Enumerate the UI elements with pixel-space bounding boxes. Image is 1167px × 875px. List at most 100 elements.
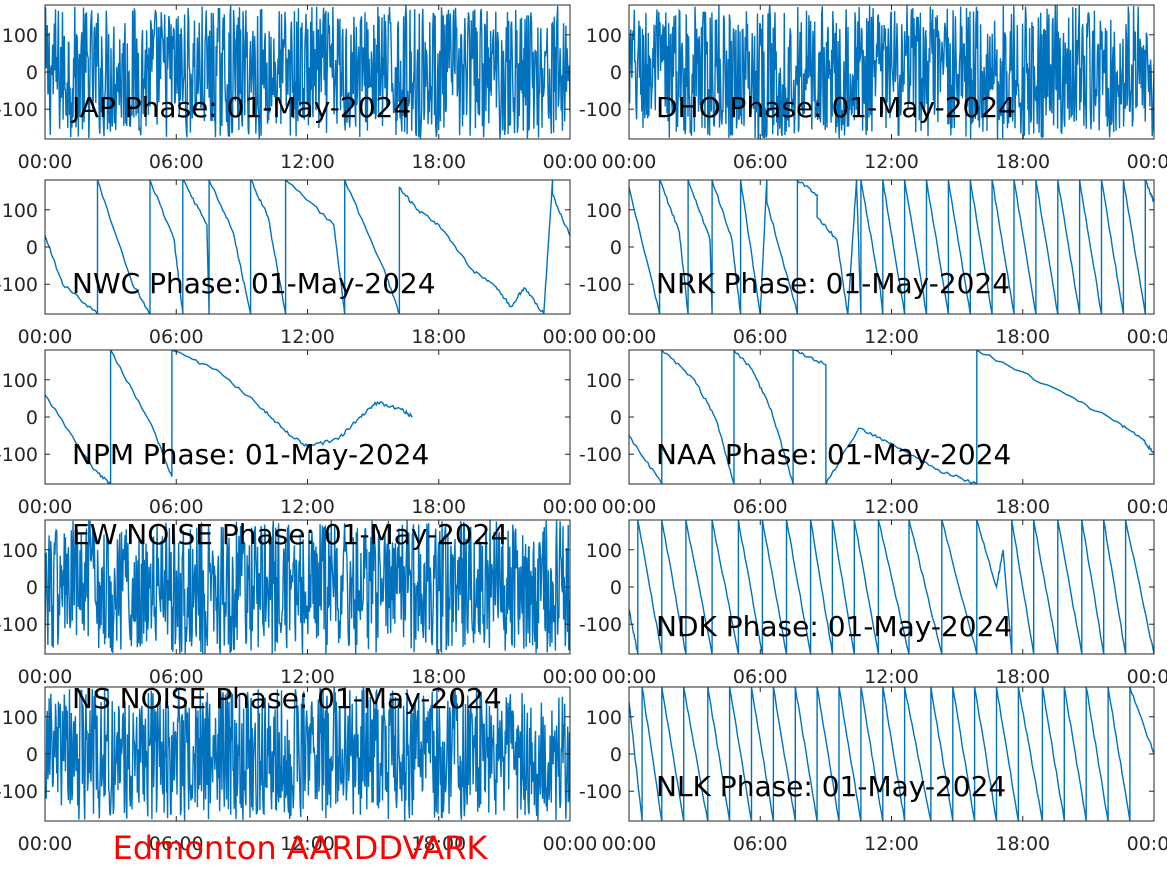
y-tick-label: 100 <box>586 540 622 562</box>
x-tick-label: 00:00 <box>18 833 73 855</box>
panels-group: -100 0 100 00:00 06:00 12:00 18:00 00:00 JAP Pha… <box>0 4 1167 855</box>
y-tick-label: 0 <box>26 62 38 84</box>
phase-series-line <box>45 350 413 484</box>
panel-title: NAA Phase: 01-May-2024 <box>656 438 1011 471</box>
y-tick-label: 100 <box>586 25 622 47</box>
y-tick-label: 100 <box>2 370 38 392</box>
y-tick-label: 0 <box>610 407 622 429</box>
x-tick-label: 00:00 <box>1127 833 1167 855</box>
x-tick-label: 12:00 <box>864 496 919 518</box>
x-tick-label: 06:00 <box>733 496 788 518</box>
panel-title: NWC Phase: 01-May-2024 <box>72 267 436 300</box>
x-tick-label: 18:00 <box>411 326 466 348</box>
y-tick-label: 100 <box>2 540 38 562</box>
x-tick-label: 18:00 <box>995 151 1050 173</box>
x-tick-label: 06:00 <box>149 496 204 518</box>
y-tick-label: -100 <box>0 781 38 803</box>
x-tick-label: 00:00 <box>18 326 73 348</box>
y-tick-label: 100 <box>2 200 38 222</box>
phase-series-line <box>45 5 570 139</box>
y-tick-label: 100 <box>2 707 38 729</box>
x-tick-label: 18:00 <box>411 496 466 518</box>
phase-series-line <box>629 350 1154 484</box>
station-label: Edmonton AARDDVARK <box>113 829 489 867</box>
panel-9: -100 0 100 00:00 06:00 12:00 18:00 00:00 NLK Pha… <box>579 686 1167 855</box>
panel-7: -100 0 100 00:00 06:00 12:00 18:00 00:00 NDK Pha… <box>579 519 1167 688</box>
x-tick-label: 00:00 <box>543 151 598 173</box>
y-tick-label: -100 <box>0 444 38 466</box>
y-tick-label: 0 <box>26 237 38 259</box>
x-tick-label: 00:00 <box>18 151 73 173</box>
plot-area <box>629 350 1154 484</box>
y-tick-label: -100 <box>579 614 622 636</box>
x-tick-label: 00:00 <box>602 151 657 173</box>
x-tick-label: 00:00 <box>1127 151 1167 173</box>
x-tick-label: 18:00 <box>995 326 1050 348</box>
y-tick-label: 100 <box>586 707 622 729</box>
y-tick-label: -100 <box>579 444 622 466</box>
y-tick-label: 0 <box>610 577 622 599</box>
x-tick-label: 06:00 <box>149 666 204 688</box>
x-tick-label: 00:00 <box>1127 496 1167 518</box>
y-tick-label: -100 <box>579 781 622 803</box>
panel-3: -100 0 100 00:00 06:00 12:00 18:00 00:00 NRK Pha… <box>579 179 1167 348</box>
y-tick-label: 0 <box>610 744 622 766</box>
y-tick-label: -100 <box>579 99 622 121</box>
phase-series-line <box>45 520 570 654</box>
panel-2: -100 0 100 00:00 06:00 12:00 18:00 00:00 NWC Pha… <box>0 179 598 348</box>
x-tick-label: 12:00 <box>864 326 919 348</box>
plot-area <box>629 180 1154 314</box>
x-tick-label: 06:00 <box>149 326 204 348</box>
x-tick-label: 12:00 <box>864 666 919 688</box>
phase-series-line <box>629 5 1154 139</box>
y-tick-label: -100 <box>0 614 38 636</box>
x-tick-label: 00:00 <box>602 326 657 348</box>
phase-series-line <box>629 180 1154 314</box>
panel-5: -100 0 100 00:00 06:00 12:00 18:00 00:00 NAA Pha… <box>579 349 1167 518</box>
x-tick-label: 06:00 <box>733 666 788 688</box>
x-tick-label: 12:00 <box>280 326 335 348</box>
panel-title: NLK Phase: 01-May-2024 <box>656 770 1006 803</box>
panel-8: -100 0 100 00:00 06:00 12:00 18:00 00:00 NS NOIS… <box>0 682 597 855</box>
y-tick-label: 100 <box>586 200 622 222</box>
x-tick-label: 06:00 <box>149 151 204 173</box>
x-tick-label: 18:00 <box>995 833 1050 855</box>
x-tick-label: 00:00 <box>18 496 73 518</box>
x-tick-label: 00:00 <box>543 666 598 688</box>
phase-series-line <box>45 180 570 314</box>
phase-series-line <box>629 520 1154 654</box>
panel-0: -100 0 100 00:00 06:00 12:00 18:00 00:00 JAP Pha… <box>0 4 598 173</box>
y-tick-label: -100 <box>0 274 38 296</box>
x-tick-label: 00:00 <box>602 833 657 855</box>
y-tick-label: -100 <box>0 99 38 121</box>
x-tick-label: 00:00 <box>602 666 657 688</box>
y-tick-label: 0 <box>26 577 38 599</box>
phase-series-line <box>45 687 570 821</box>
x-tick-label: 00:00 <box>543 833 598 855</box>
panel-1: -100 0 100 00:00 06:00 12:00 18:00 00:00 DHO Pha… <box>579 4 1167 173</box>
x-tick-label: 18:00 <box>411 833 466 855</box>
panel-title: NS NOISE Phase: 01-May-2024 <box>72 682 502 715</box>
panel-6: -100 0 100 00:00 06:00 12:00 18:00 00:00 EW NOIS… <box>0 518 597 688</box>
x-tick-label: 00:00 <box>543 326 598 348</box>
panel-title: NRK Phase: 01-May-2024 <box>656 267 1010 300</box>
x-tick-label: 12:00 <box>280 666 335 688</box>
y-tick-label: 0 <box>26 407 38 429</box>
x-tick-label: 00:00 <box>18 666 73 688</box>
y-tick-label: -100 <box>579 274 622 296</box>
panel-title: NDK Phase: 01-May-2024 <box>656 610 1012 643</box>
x-tick-label: 06:00 <box>733 833 788 855</box>
plot-area <box>45 180 570 314</box>
plot-area <box>629 687 1154 821</box>
y-tick-label: 0 <box>610 62 622 84</box>
panel-title: DHO Phase: 01-May-2024 <box>656 91 1016 124</box>
x-tick-label: 00:00 <box>1127 326 1167 348</box>
y-tick-label: 100 <box>586 370 622 392</box>
x-tick-label: 12:00 <box>864 833 919 855</box>
panel-title: JAP Phase: 01-May-2024 <box>70 91 411 124</box>
x-tick-label: 18:00 <box>995 666 1050 688</box>
panel-4: -100 0 100 00:00 06:00 12:00 18:00 00:00 NPM Pha… <box>0 349 597 518</box>
y-tick-label: 0 <box>610 237 622 259</box>
plot-area <box>45 350 570 484</box>
